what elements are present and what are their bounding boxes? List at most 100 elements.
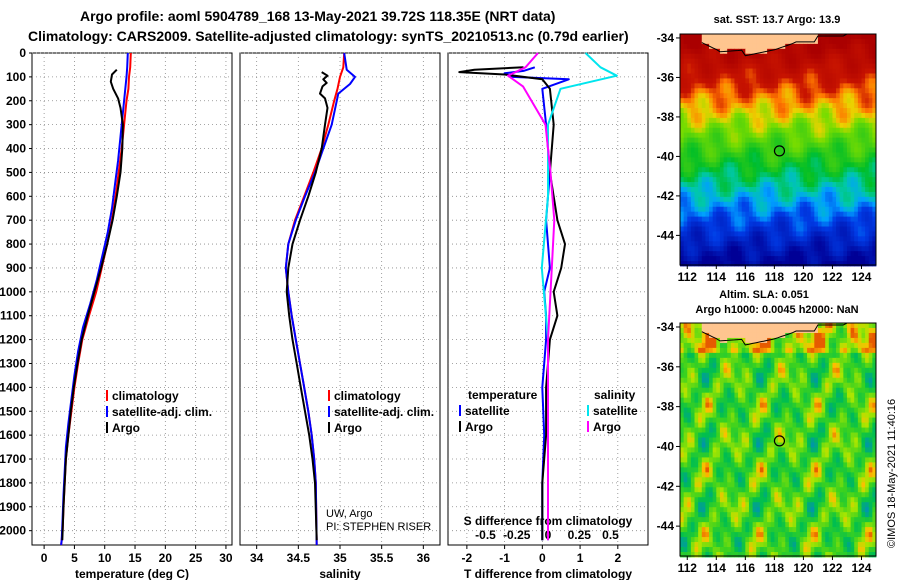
sla-cell [778,412,783,418]
sla-cell [825,437,830,443]
sla-cell [763,342,768,349]
sla-cell [792,402,797,409]
sla-cell [752,512,757,518]
sla-cell [850,417,855,423]
sla-cell [792,462,797,468]
sst-cell [698,206,703,213]
sla-cell [763,442,768,448]
sla-cell [727,487,732,493]
sla-cell [683,487,688,493]
sla-cell [752,377,757,384]
sla-cell [865,512,870,518]
sla-cell [799,432,804,438]
sla-cell [759,323,764,329]
sla-cell [705,382,710,389]
sst-cell [817,58,822,65]
sst-cell [770,137,775,143]
sla-cell [745,417,750,423]
sla-cell [701,347,706,354]
y-tick-label: 800 [6,237,26,251]
sst-cell [730,187,735,193]
sst-cell [723,147,728,153]
sst-cell [846,43,851,50]
sst-cell [799,206,804,213]
sst-cell [817,211,822,218]
sst-cell [832,34,837,40]
sst-cell [756,236,761,242]
sla-cell [745,332,750,339]
sla-cell [694,517,699,523]
sla-cell [698,412,703,418]
sla-cell [723,422,728,428]
sst-cell [698,246,703,252]
sla-cell [680,497,685,503]
sla-cell [756,467,761,473]
sla-cell [759,327,764,334]
sst-cell [821,167,826,173]
sst-cell [792,172,797,178]
sst-cell [774,38,779,45]
y-tick-label: 1200 [0,333,26,347]
sst-cell [727,226,732,232]
sst-cell [781,38,786,45]
sst-cell [843,132,848,139]
sst-cell [687,98,692,104]
sla-cell [770,432,775,438]
sla-cell [857,412,862,418]
sst-cell [701,127,706,134]
sst-cell [683,216,688,222]
sla-cell [803,392,808,399]
sst-cell [774,43,779,50]
sst-cell [719,241,724,247]
sla-cell [785,507,790,513]
sst-cell [868,236,873,242]
sst-cell [770,122,775,129]
sla-cell [712,447,717,453]
sst-cell [712,34,717,40]
sst-cell [698,58,703,65]
sla-cell [810,382,815,389]
sst-cell [694,191,699,198]
sst-cell [817,196,822,203]
sla-cell [683,512,688,518]
sla-cell [716,512,721,518]
sla-cell [846,352,851,359]
sst-cell [748,127,753,134]
sst-cell [872,211,877,218]
sst-cell [814,261,819,267]
sst-cell [778,241,783,247]
sla-cell [687,487,692,493]
sla-cell [836,497,841,503]
sla-cell [748,367,753,374]
sla-cell [850,327,855,334]
sla-cell [738,432,743,438]
sst-cell [788,68,793,74]
sst-cell [821,201,826,208]
sst-cell [727,93,732,99]
sla-cell [846,467,851,473]
sst-cell [683,157,688,163]
sst-cell [752,103,757,109]
sst-cell [719,251,724,257]
sst-cell [810,241,815,247]
sla-cell [709,487,714,493]
sla-cell [799,482,804,488]
sla-cell [857,457,862,463]
sst-cell [712,246,717,252]
sla-cell [803,452,808,458]
sst-cell [778,83,783,89]
sst-cell [828,162,833,168]
sla-cell [752,332,757,339]
sst-cell [745,191,750,198]
sla-cell [752,352,757,359]
sla-cell [872,397,877,404]
sla-cell [687,507,692,513]
sst-cell [821,142,826,148]
sst-cell [712,103,717,109]
sla-cell [810,372,815,379]
sst-cell [839,147,844,153]
sst-cell [817,53,822,60]
sst-cell [828,191,833,198]
sst-cell [705,182,710,188]
sst-cell [825,196,830,203]
